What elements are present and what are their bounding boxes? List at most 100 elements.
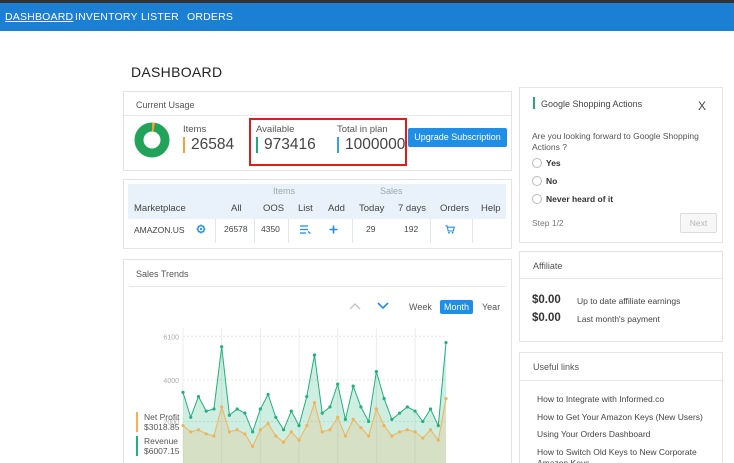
- column-separator: [472, 219, 473, 243]
- revenue-point: [428, 407, 433, 411]
- sales-group-header: Sales: [380, 186, 403, 196]
- legend-net-profit-value: $3018.85: [144, 422, 180, 432]
- useful-link[interactable]: Using Your Orders Dashboard: [537, 429, 651, 439]
- net-profit-point: [390, 434, 394, 438]
- add-icon[interactable]: [329, 225, 338, 234]
- net-profit-point: [436, 438, 440, 442]
- nav-inventory[interactable]: INVENTORY: [75, 11, 138, 23]
- row-all-count: 26578: [224, 224, 248, 234]
- column-separator: [430, 219, 431, 243]
- net-profit-point: [258, 428, 262, 432]
- net-profit-point: [312, 401, 317, 405]
- sales-trends-heading: Sales Trends: [136, 269, 189, 279]
- range-year-button[interactable]: Year: [482, 302, 501, 312]
- net-profit-point: [413, 430, 417, 434]
- revenue-point: [413, 409, 417, 413]
- column-separator: [352, 219, 353, 243]
- total-in-plan-label: Total in plan: [337, 124, 388, 135]
- affiliate-earnings-desc: Up to date affiliate earnings: [577, 296, 681, 306]
- page-title: DASHBOARD: [131, 64, 223, 80]
- revenue-point: [382, 397, 386, 401]
- net-profit-point: [235, 428, 239, 432]
- net-profit-point: [212, 434, 216, 438]
- net-profit-point: [397, 430, 402, 434]
- next-button[interactable]: Next: [680, 213, 717, 233]
- revenue-point: [320, 411, 324, 415]
- affiliate-earnings-amount: $0.00: [532, 294, 561, 306]
- net-profit-point: [227, 430, 232, 434]
- nav-lister[interactable]: LISTER: [141, 11, 179, 23]
- range-week-button[interactable]: Week: [409, 302, 432, 312]
- net-profit-point: [181, 424, 185, 428]
- row-today-sales: 29: [366, 224, 376, 234]
- column-separator: [215, 219, 216, 243]
- option-never-heard-label: Never heard of it: [546, 194, 614, 204]
- highlight-box: [249, 118, 407, 166]
- last-month-payment-desc: Last month's payment: [577, 314, 660, 324]
- revenue-point: [436, 424, 440, 428]
- items-group-header: Items: [273, 186, 296, 196]
- net-profit-point: [281, 440, 286, 444]
- radio-never-heard[interactable]: [532, 194, 542, 204]
- revenue-point: [196, 394, 201, 399]
- net-profit-point: [220, 405, 224, 409]
- revenue-point: [359, 405, 363, 409]
- revenue-point: [204, 409, 208, 413]
- net-profit-point: [320, 430, 324, 434]
- list-icon[interactable]: [300, 225, 311, 234]
- useful-links-heading: Useful links: [533, 362, 580, 372]
- divider: [520, 380, 722, 381]
- y-tick-label: 2000: [163, 419, 179, 426]
- upgrade-subscription-button[interactable]: Upgrade Subscription: [408, 128, 507, 147]
- net-profit-point: [305, 424, 309, 428]
- revenue-point: [367, 419, 371, 424]
- legend-revenue-label: Revenue: [144, 436, 179, 446]
- revenue-point: [444, 340, 448, 345]
- useful-link[interactable]: How to Get Your Amazon Keys (New Users): [537, 412, 703, 422]
- useful-link[interactable]: How to Integrate with Informed.co: [537, 394, 665, 404]
- revenue-point: [297, 424, 301, 428]
- range-month-button[interactable]: Month: [440, 300, 474, 314]
- row-oos-count: 4350: [261, 224, 280, 234]
- revenue-point: [266, 392, 270, 397]
- net-profit-point: [189, 430, 193, 434]
- useful-link[interactable]: How to Switch Old Keys to New Corporate …: [537, 447, 697, 463]
- net-profit-point: [351, 417, 355, 421]
- radio-yes[interactable]: [532, 158, 542, 168]
- col-add: Add: [328, 203, 345, 214]
- revenue-point: [181, 390, 185, 394]
- divider: [520, 278, 722, 279]
- net-profit-point: [343, 434, 348, 438]
- net-profit-point: [243, 432, 247, 436]
- net-profit-point: [204, 432, 208, 436]
- step-indicator: Step 1/2: [532, 218, 564, 228]
- revenue-point: [258, 407, 262, 411]
- col-list: List: [298, 203, 313, 214]
- net-profit-point: [428, 428, 433, 432]
- close-icon[interactable]: X: [698, 99, 707, 113]
- net-profit-point: [328, 428, 332, 432]
- col-marketplace: Marketplace: [134, 203, 186, 214]
- gear-icon[interactable]: [196, 224, 206, 234]
- chevron-down-icon[interactable]: [377, 302, 389, 310]
- revenue-point: [212, 407, 216, 411]
- legend-revenue-value: $6007.15: [144, 446, 180, 456]
- nav-orders[interactable]: ORDERS: [187, 11, 234, 23]
- items-value: 26584: [183, 137, 234, 153]
- divider: [124, 115, 511, 116]
- col-7-days: 7 days: [398, 203, 426, 214]
- net-profit-point: [196, 428, 201, 432]
- radio-no[interactable]: [532, 176, 542, 186]
- last-month-payment-amount: $0.00: [532, 312, 561, 324]
- cart-icon[interactable]: [445, 225, 455, 234]
- net-profit-point: [367, 434, 371, 438]
- row-marketplace: AMAZON.US: [134, 225, 185, 235]
- chevron-up-icon[interactable]: [349, 302, 361, 310]
- col-oos: OOS: [263, 203, 285, 214]
- net-profit-point: [444, 397, 448, 401]
- net-profit-point: [251, 444, 255, 448]
- affiliate-heading: Affiliate: [533, 261, 563, 271]
- nav-dashboard[interactable]: DASHBOARD: [5, 11, 74, 23]
- usage-donut-chart: [134, 122, 170, 158]
- revenue-point: [227, 413, 232, 417]
